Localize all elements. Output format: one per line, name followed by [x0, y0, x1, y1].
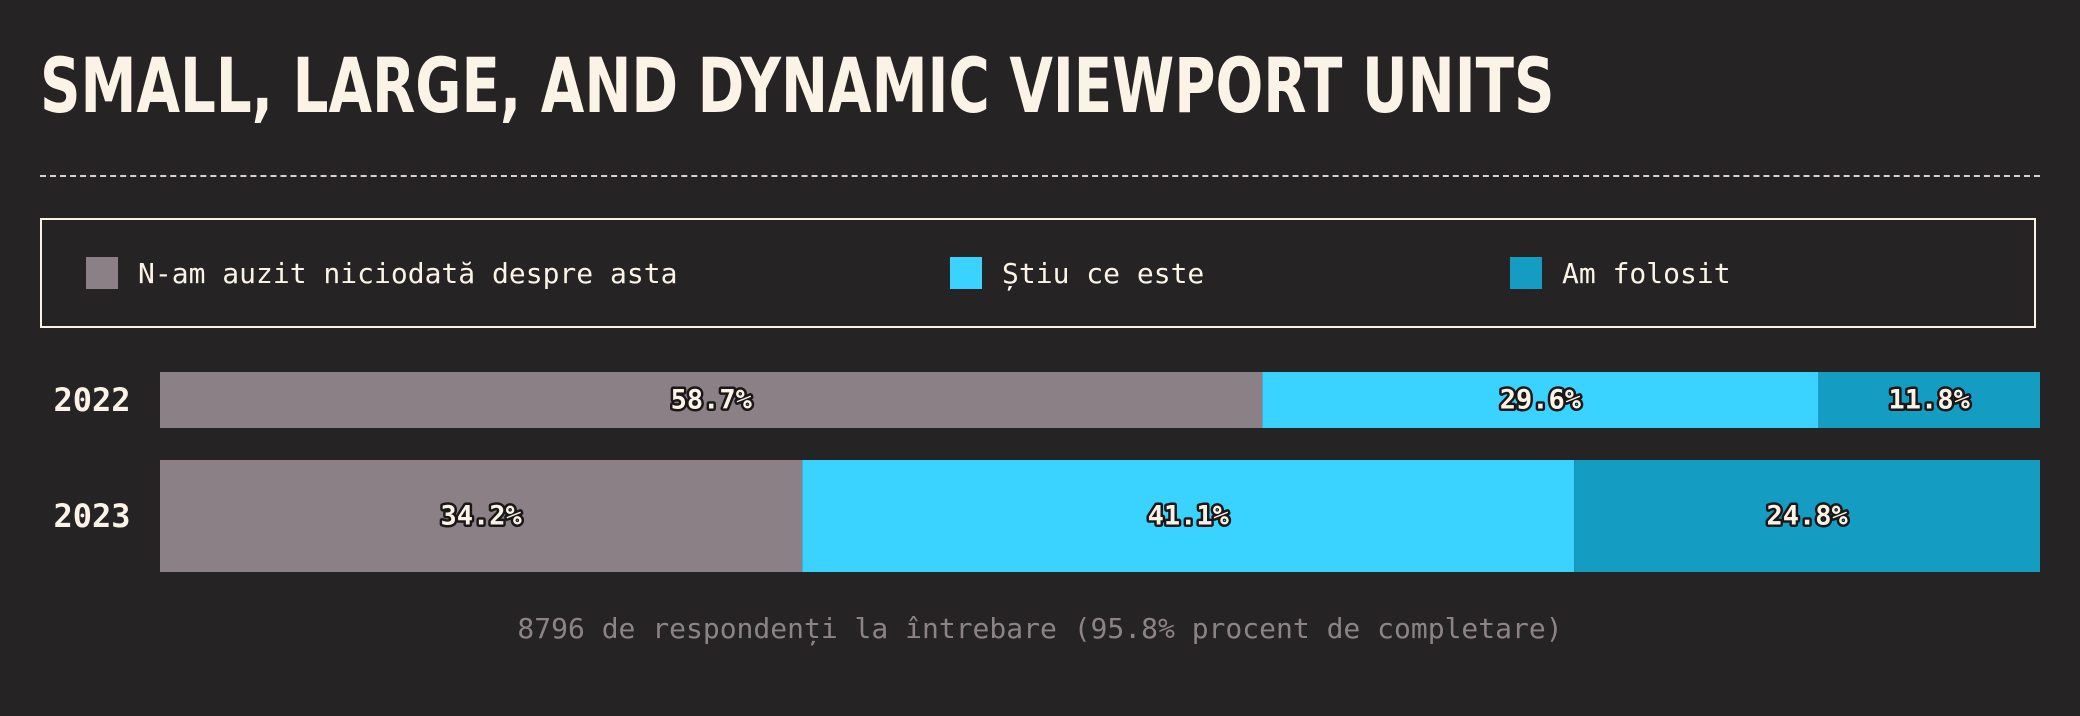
legend-label-used-it: Am folosit: [1562, 256, 1731, 290]
legend-item-know-what-it-is[interactable]: Știu ce este: [950, 220, 1204, 326]
value-label-2022-2: 11.8%: [1889, 385, 1971, 416]
legend-swatch-never-heard: [86, 257, 118, 289]
chart-title: SMALL, LARGE, AND DYNAMIC VIEWPORT UNITS: [40, 41, 1555, 130]
title-divider: [40, 175, 2040, 177]
stacked-bar-chart: 2022 58.7% 29.6% 11.8% 2023 34.2% 41.1% 24.8%: [53, 372, 2040, 572]
value-label-2023-2: 24.8%: [1766, 501, 1848, 532]
legend-item-never-heard[interactable]: N-am auzit niciodată despre asta: [86, 220, 677, 326]
legend-swatch-used-it: [1510, 257, 1542, 289]
value-label-2023-0: 34.2%: [441, 501, 523, 532]
legend-label-know-what-it-is: Știu ce este: [1002, 256, 1205, 290]
value-label-2022-0: 58.7%: [671, 385, 753, 416]
bar-segment-2023-1[interactable]: [802, 460, 1575, 572]
bar-segment-2022-1[interactable]: [1262, 372, 1819, 428]
value-label-2022-1: 29.6%: [1500, 385, 1582, 416]
legend-item-used-it[interactable]: Am folosit: [1510, 220, 1731, 326]
legend: N-am auzit niciodată despre asta Știu ce…: [40, 218, 2036, 328]
bar-segment-2023-0[interactable]: [160, 460, 803, 572]
respondents-note: 8796 de respondenți la întrebare (95.8% …: [517, 612, 1563, 645]
bar-segment-2022-0[interactable]: [160, 372, 1263, 428]
year-label-2022: 2022: [53, 381, 130, 419]
year-label-2023: 2023: [53, 497, 130, 535]
legend-label-never-heard: N-am auzit niciodată despre asta: [138, 256, 678, 290]
bar-segment-2023-2[interactable]: [1574, 460, 2040, 572]
legend-swatch-know-what-it-is: [950, 257, 982, 289]
value-label-2023-1: 41.1%: [1148, 501, 1230, 532]
bar-segment-2022-2[interactable]: [1818, 372, 2040, 428]
